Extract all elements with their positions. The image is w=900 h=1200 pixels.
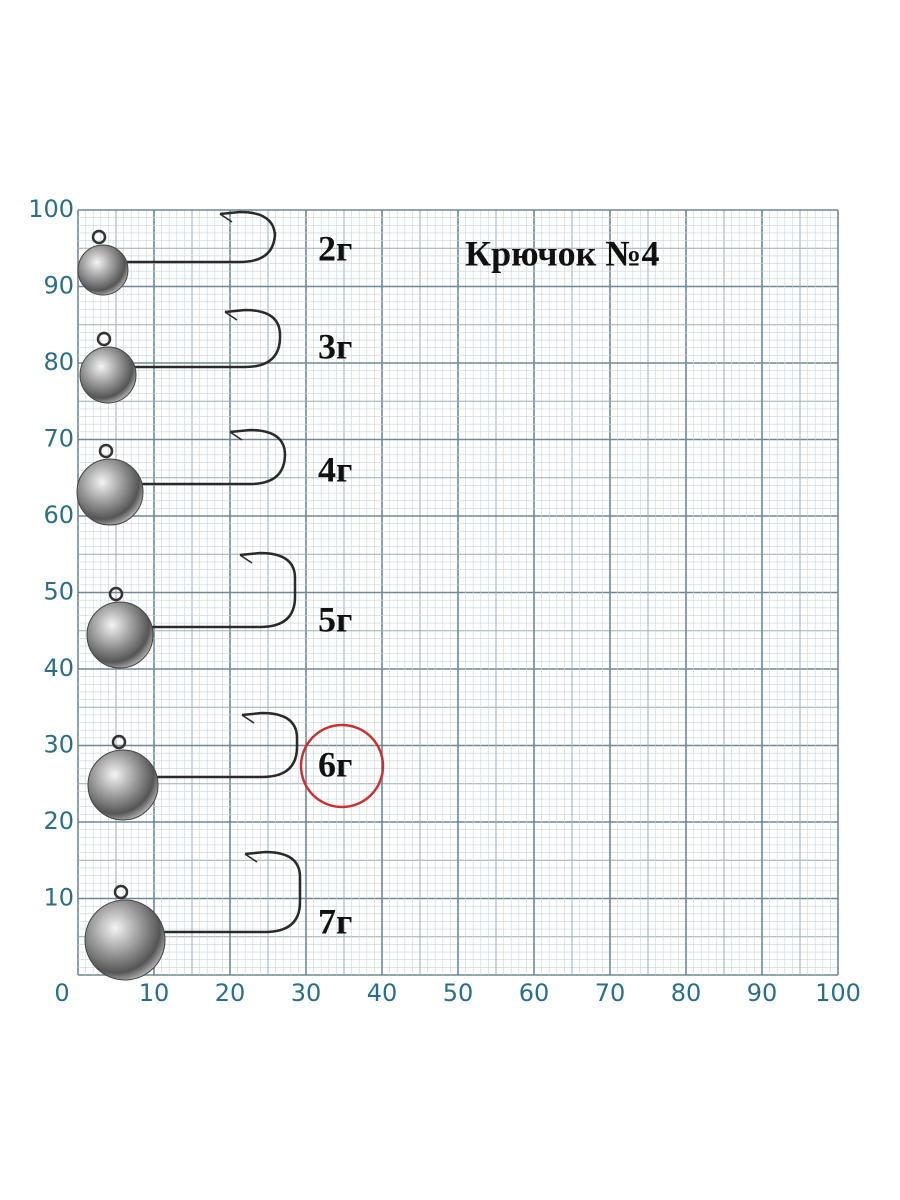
y-axis-label: 70 — [43, 425, 74, 453]
x-axis-label: 80 — [671, 979, 702, 1007]
x-axis-label: 100 — [815, 979, 861, 1007]
hook-barb — [224, 311, 238, 321]
jig-ball — [77, 244, 129, 296]
jig-ball — [79, 346, 137, 404]
hook — [120, 551, 297, 629]
hook-barb — [219, 213, 233, 223]
hook-barb — [241, 714, 255, 724]
x-axis-label: 0 — [54, 979, 69, 1007]
graph-paper — [77, 209, 839, 976]
y-axis-label: 80 — [43, 348, 74, 376]
x-axis-label: 20 — [215, 979, 246, 1007]
eyelet — [108, 586, 124, 602]
highlight-circle — [299, 723, 385, 809]
x-axis-label: 90 — [747, 979, 778, 1007]
hook-barb — [229, 431, 243, 441]
x-axis-label: 50 — [443, 979, 474, 1007]
y-axis-label: 10 — [43, 884, 74, 912]
weight-label: 5г — [318, 599, 352, 639]
weight-label: 2г — [318, 228, 352, 268]
y-axis-label: 100 — [28, 195, 74, 223]
hook — [125, 850, 302, 934]
weight-label: 3г — [318, 326, 352, 366]
x-axis-label: 70 — [595, 979, 626, 1007]
weight-label: 7г — [318, 901, 352, 941]
hook — [123, 711, 299, 779]
eyelet — [113, 884, 129, 900]
y-axis-label: 50 — [43, 578, 74, 606]
hook — [103, 210, 277, 264]
jig-ball — [76, 458, 144, 526]
y-axis-label: 20 — [43, 807, 74, 835]
y-axis-label: 90 — [43, 272, 74, 300]
jig-ball — [86, 601, 154, 669]
y-axis-label: 40 — [43, 654, 74, 682]
x-axis-label: 30 — [291, 979, 322, 1007]
jig-ball — [84, 899, 166, 981]
x-axis-label: 60 — [519, 979, 550, 1007]
hook-barb — [244, 853, 258, 863]
title: Крючок №4 — [465, 233, 659, 273]
x-axis-label: 40 — [367, 979, 398, 1007]
jig-ball — [87, 749, 159, 821]
eyelet — [98, 443, 114, 459]
jig-heads — [76, 210, 302, 981]
y-axis-label: 30 — [43, 731, 74, 759]
eyelet — [96, 331, 112, 347]
hook — [110, 428, 287, 486]
weight-label: 4г — [318, 449, 352, 489]
eyelet — [91, 229, 107, 245]
hook — [108, 308, 282, 369]
weight-label: 6г — [318, 744, 352, 784]
eyelet — [111, 734, 127, 750]
x-axis-label: 10 — [139, 979, 170, 1007]
hook-barb — [239, 554, 253, 564]
y-axis-label: 60 — [43, 501, 74, 529]
